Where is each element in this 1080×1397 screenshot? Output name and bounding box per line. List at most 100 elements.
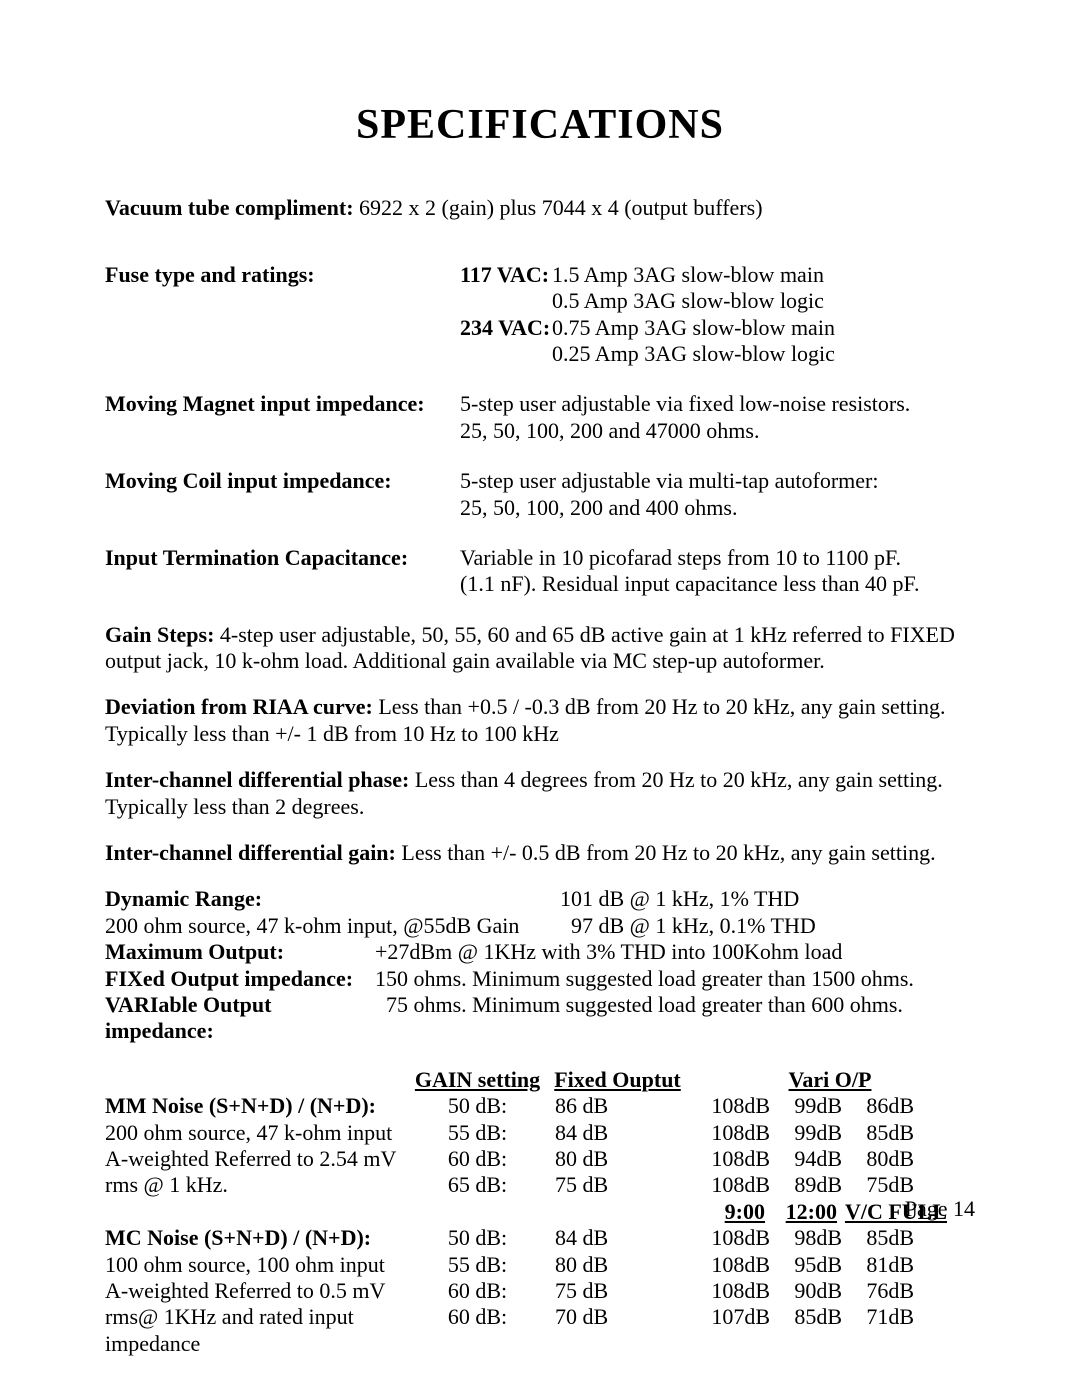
mc-noise-v2: 85dB (770, 1304, 842, 1357)
mm-noise-v2: 94dB (770, 1146, 842, 1172)
capacitance-value: Variable in 10 picofarad steps from 10 t… (460, 545, 975, 598)
mm-noise-gain: 55 dB: (405, 1120, 550, 1146)
variable-impedance-val: 75 ohms. Minimum suggested load greater … (375, 992, 975, 1045)
mc-noise-row: rms@ 1KHz and rated input impedance60 dB… (105, 1304, 975, 1357)
diffgain-para: Inter-channel differential gain: Less th… (105, 840, 975, 866)
gain-steps-para: Gain Steps: 4-step user adjustable, 50, … (105, 622, 975, 675)
mm-noise-gain: 60 dB: (405, 1146, 550, 1172)
hdr-vari: Vari O/P (685, 1067, 975, 1093)
noise-table: GAIN setting Fixed Ouptut Vari O/P MM No… (105, 1067, 975, 1357)
diffgain-lead: Inter-channel differential gain: (105, 840, 396, 865)
mc-impedance-row: Moving Coil input impedance: 5-step user… (105, 468, 975, 521)
mc-noise-fixed: 80 dB (550, 1252, 690, 1278)
mc-v1: 5-step user adjustable via multi-tap aut… (460, 468, 975, 494)
mm-noise-v3: 75dB (842, 1172, 914, 1198)
mm-noise-row: A-weighted Referred to 2.54 mV60 dB:80 d… (105, 1146, 975, 1172)
mc-impedance-label: Moving Coil input impedance: (105, 468, 460, 521)
gain-steps-lead: Gain Steps: (105, 622, 214, 647)
mm-noise-desc: 200 ohm source, 47 k-ohm input (105, 1120, 405, 1146)
mc-noise-v3: 85dB (842, 1225, 914, 1251)
fuse-row: Fuse type and ratings: 117 VAC:1.5 Amp 3… (105, 262, 975, 368)
mm-noise-row: MM Noise (S+N+D) / (N+D):50 dB:86 dB108d… (105, 1093, 975, 1119)
fixed-impedance-label: FIXed Output impedance: (105, 966, 375, 992)
mm-impedance-row: Moving Magnet input impedance: 5-step us… (105, 391, 975, 444)
mc-impedance-value: 5-step user adjustable via multi-tap aut… (460, 468, 975, 521)
riaa-lead: Deviation from RIAA curve: (105, 694, 373, 719)
mc-noise-desc: 100 ohm source, 100 ohm input (105, 1252, 405, 1278)
fuse-117-label: 117 VAC: (460, 262, 552, 288)
mc-noise-v3: 76dB (842, 1278, 914, 1304)
mm-impedance-label: Moving Magnet input impedance: (105, 391, 460, 444)
fuse-234-logic: 0.25 Amp 3AG slow-blow logic (552, 341, 975, 367)
riaa-para: Deviation from RIAA curve: Less than +0.… (105, 694, 975, 747)
hdr-fixed: Fixed Ouptut (550, 1067, 685, 1093)
phase-lead: Inter-channel differential phase: (105, 767, 409, 792)
capacitance-row: Input Termination Capacitance: Variable … (105, 545, 975, 598)
dyn-range-label: Dynamic Range: (105, 886, 560, 912)
max-output-label: Maximum Output: (105, 939, 375, 965)
time-9: 9:00 (685, 1199, 765, 1225)
hdr-gain: GAIN setting (405, 1067, 550, 1093)
mm-noise-v3: 86dB (842, 1093, 914, 1119)
mc-noise-v2: 90dB (770, 1278, 842, 1304)
mc-noise-gain: 60 dB: (405, 1304, 550, 1357)
phase-para: Inter-channel differential phase: Less t… (105, 767, 975, 820)
mm-noise-desc: rms @ 1 kHz. (105, 1172, 405, 1198)
mm-noise-fixed: 84 dB (550, 1120, 690, 1146)
mm-noise-fixed: 86 dB (550, 1093, 690, 1119)
mc-noise-v2: 98dB (770, 1225, 842, 1251)
mc-noise-v2: 95dB (770, 1252, 842, 1278)
mc-noise-gain: 50 dB: (405, 1225, 550, 1251)
mm-noise-v2: 89dB (770, 1172, 842, 1198)
mc-noise-v1: 108dB (690, 1252, 770, 1278)
mc-v2: 25, 50, 100, 200 and 400 ohms. (460, 495, 975, 521)
mm-noise-fixed: 75 dB (550, 1172, 690, 1198)
mc-noise-row: MC Noise (S+N+D) / (N+D):50 dB:84 dB108d… (105, 1225, 975, 1251)
mc-noise-row: A-weighted Referred to 0.5 mV60 dB:75 dB… (105, 1278, 975, 1304)
mm-noise-row: 200 ohm source, 47 k-ohm input55 dB:84 d… (105, 1120, 975, 1146)
tube-label: Vacuum tube compliment: (105, 195, 354, 220)
mm-noise-v2: 99dB (770, 1093, 842, 1119)
mc-noise-fixed: 70 dB (550, 1304, 690, 1357)
mm-noise-v1: 108dB (690, 1172, 770, 1198)
dyn-range-val: 101 dB @ 1 kHz, 1% THD (560, 886, 975, 912)
mc-noise-fixed: 75 dB (550, 1278, 690, 1304)
mc-noise-gain: 55 dB: (405, 1252, 550, 1278)
mm-noise-fixed: 80 dB (550, 1146, 690, 1172)
dyn-source-label: 200 ohm source, 47 k-ohm input, @55dB Ga… (105, 913, 560, 939)
fuse-234-label: 234 VAC: (460, 315, 552, 341)
mm-noise-v1: 108dB (690, 1146, 770, 1172)
time-12: 12:00 (765, 1199, 837, 1225)
fuse-117-main: 1.5 Amp 3AG slow-blow main (552, 262, 975, 288)
page-number: Page 14 (905, 1196, 975, 1222)
tube-value: 6922 x 2 (gain) plus 7044 x 4 (output bu… (354, 195, 763, 220)
page-title: SPECIFICATIONS (105, 100, 975, 150)
mm-v2: 25, 50, 100, 200 and 47000 ohms. (460, 418, 975, 444)
diffgain-body: Less than +/- 0.5 dB from 20 Hz to 20 kH… (396, 840, 936, 865)
noise-table-header: GAIN setting Fixed Ouptut Vari O/P (105, 1067, 975, 1093)
mm-v1: 5-step user adjustable via fixed low-noi… (460, 391, 975, 417)
cap-v2: (1.1 nF). Residual input capacitance les… (460, 571, 975, 597)
mc-noise-row: 100 ohm source, 100 ohm input55 dB:80 dB… (105, 1252, 975, 1278)
mc-noise-v3: 71dB (842, 1304, 914, 1357)
fuse-values: 117 VAC:1.5 Amp 3AG slow-blow main 0.5 A… (460, 262, 975, 368)
fixed-impedance-val: 150 ohms. Minimum suggested load greater… (375, 966, 975, 992)
mc-noise-desc: A-weighted Referred to 0.5 mV (105, 1278, 405, 1304)
variable-impedance-label: VARIable Output impedance: (105, 992, 375, 1045)
mc-noise-v1: 108dB (690, 1278, 770, 1304)
dyn-source-val: 97 dB @ 1 kHz, 0.1% THD (560, 913, 975, 939)
mc-noise-desc: rms@ 1KHz and rated input impedance (105, 1304, 405, 1357)
capacitance-label: Input Termination Capacitance: (105, 545, 460, 598)
mm-noise-gain: 50 dB: (405, 1093, 550, 1119)
mc-noise-fixed: 84 dB (550, 1225, 690, 1251)
mm-noise-v3: 85dB (842, 1120, 914, 1146)
mc-noise-v3: 81dB (842, 1252, 914, 1278)
max-output-val: +27dBm @ 1KHz with 3% THD into 100Kohm l… (375, 939, 975, 965)
fuse-117-logic: 0.5 Amp 3AG slow-blow logic (552, 288, 975, 314)
mm-impedance-value: 5-step user adjustable via fixed low-noi… (460, 391, 975, 444)
fuse-label: Fuse type and ratings: (105, 262, 460, 368)
dynamic-block: Dynamic Range: 101 dB @ 1 kHz, 1% THD 20… (105, 886, 975, 1044)
cap-v1: Variable in 10 picofarad steps from 10 t… (460, 545, 975, 571)
time-header-row: 9:00 12:00 V/C FULL (105, 1199, 975, 1225)
mc-noise-gain: 60 dB: (405, 1278, 550, 1304)
